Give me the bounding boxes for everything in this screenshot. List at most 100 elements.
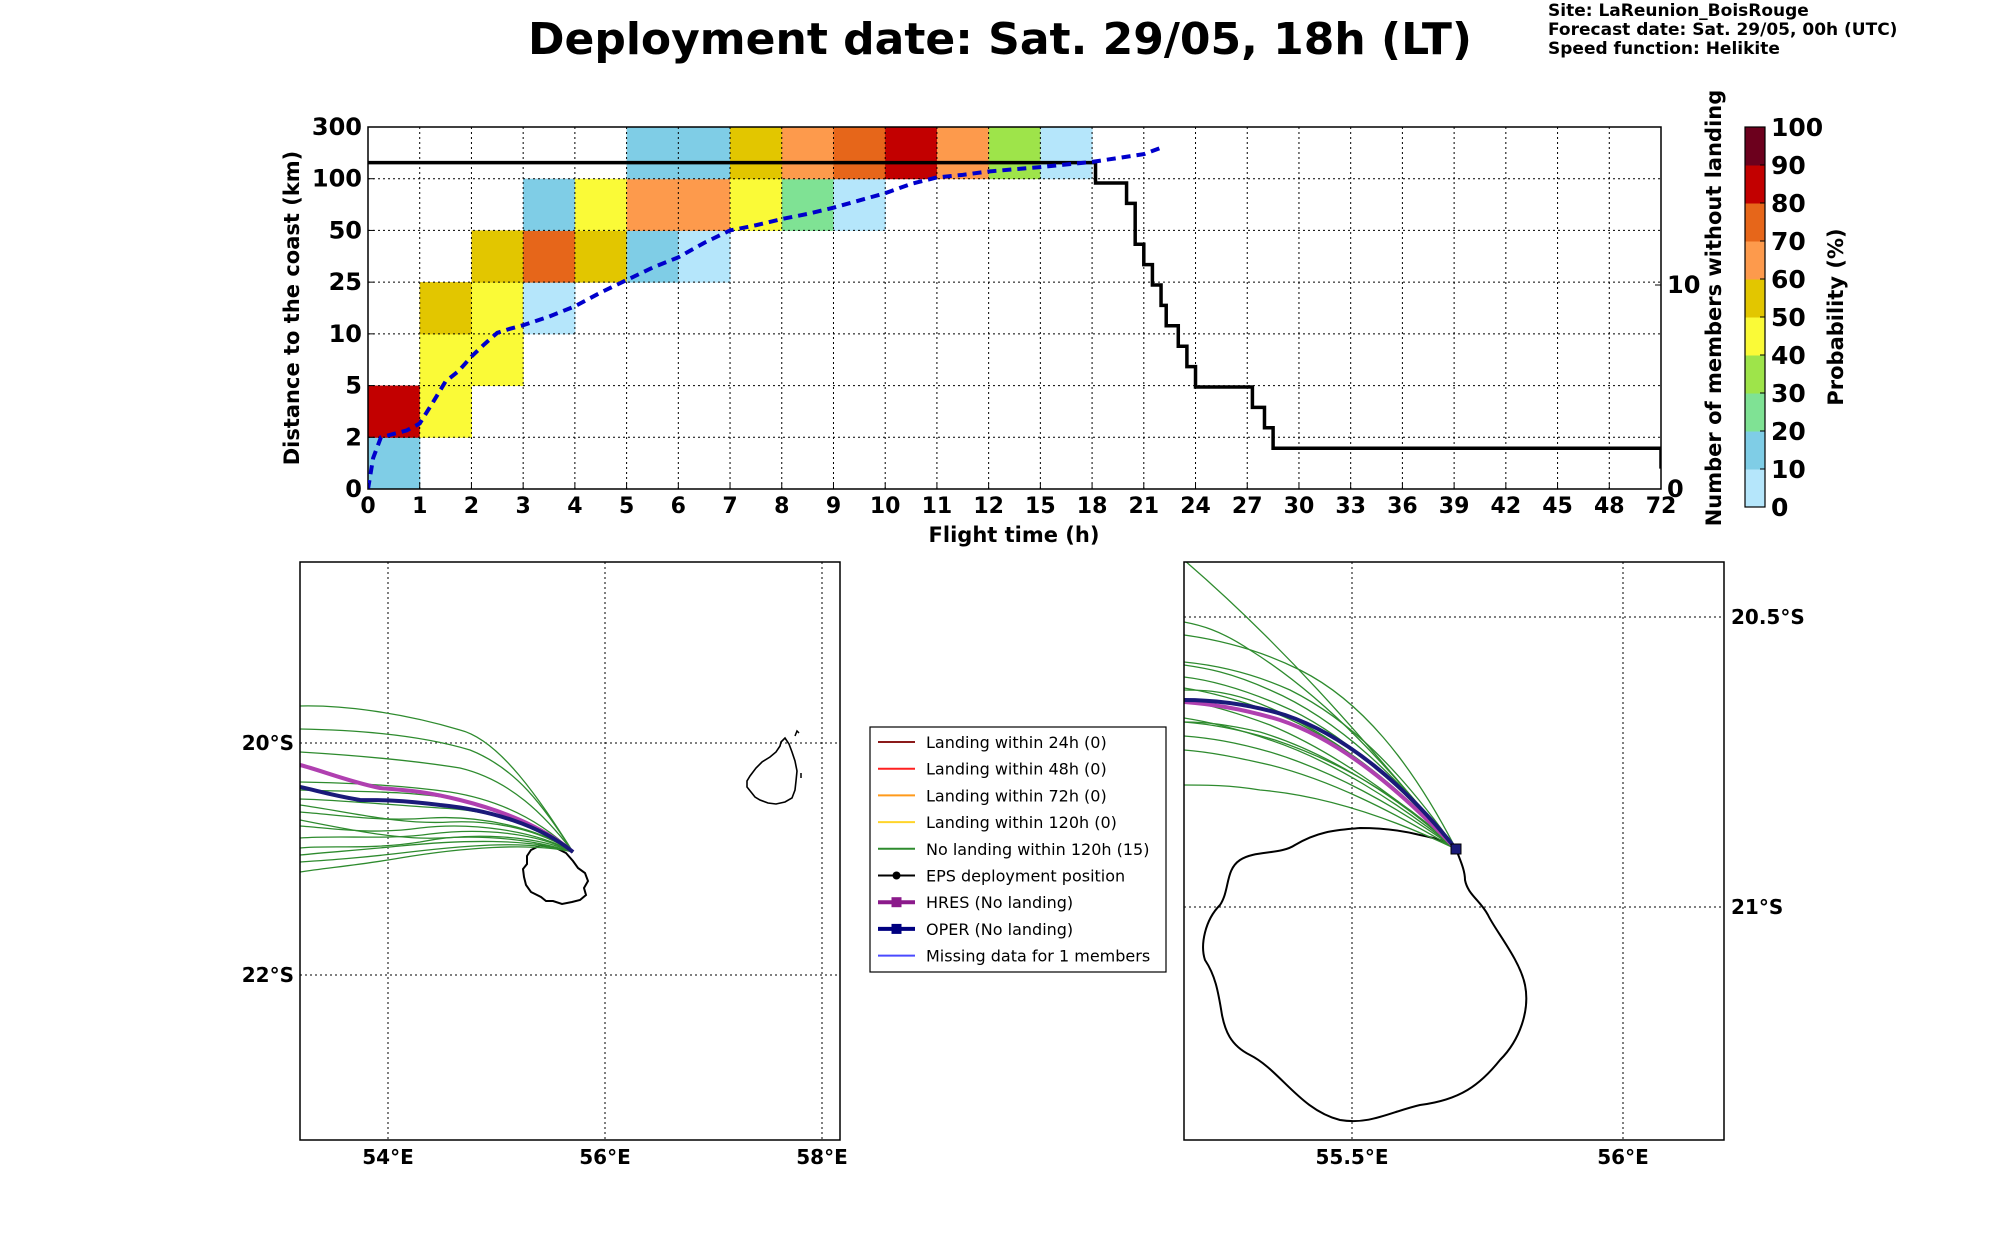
y-tick-label: 100 bbox=[312, 165, 362, 193]
heatmap-cell bbox=[626, 127, 679, 180]
heatmap-cell bbox=[833, 127, 886, 128]
heatmap-cell bbox=[523, 230, 576, 283]
map-left-y-tick: 22°S bbox=[242, 963, 294, 987]
heatmap-cell bbox=[1195, 127, 1248, 128]
heatmap-cell bbox=[471, 230, 524, 283]
reunion-coastline bbox=[521, 843, 590, 906]
heatmap-grid bbox=[368, 127, 1661, 489]
legend-entry: Landing within 120h (0) bbox=[878, 813, 1117, 832]
colorbar: 0 10 20 30 40 50 60 70 80 90 100 Probability (%) bbox=[1744, 113, 1848, 522]
y-tick-label: 25 bbox=[329, 268, 362, 296]
heatmap-cell bbox=[730, 178, 783, 231]
map-left: 54°E 56°E 58°E 20°S 22°S bbox=[242, 561, 848, 1169]
colorbar-swatch bbox=[1745, 431, 1765, 470]
page-title: Deployment date: Sat. 29/05, 18h (LT) bbox=[527, 14, 1473, 65]
legend-marker-circle bbox=[892, 871, 901, 880]
map-left-ticks: 54°E 56°E 58°E 20°S 22°S bbox=[242, 731, 848, 1169]
forecast-date-label: Forecast date: Sat. 29/05, 00h (UTC) bbox=[1548, 20, 1898, 40]
x-tick-label: 21 bbox=[1128, 494, 1159, 519]
colorbar-tick-label: 40 bbox=[1771, 341, 1806, 370]
heatmap-cell bbox=[574, 230, 628, 283]
colorbar-tick-label: 20 bbox=[1771, 417, 1806, 446]
legend-entry: Landing within 72h (0) bbox=[878, 786, 1107, 805]
legend-label: No landing within 120h (15) bbox=[926, 840, 1149, 859]
x-tick-label: 4 bbox=[567, 494, 582, 519]
map-right-x-tick: 56°E bbox=[1597, 1145, 1649, 1169]
y-tick-label: 0 bbox=[345, 475, 362, 503]
x-tick-label: 15 bbox=[1025, 494, 1056, 519]
colorbar-tick-label: 50 bbox=[1771, 303, 1806, 332]
map-right-x-tick: 55.5°E bbox=[1315, 1145, 1388, 1169]
legend-marker-square bbox=[891, 923, 902, 934]
legend-entry: No landing within 120h (15) bbox=[878, 840, 1149, 859]
heatmap-cell bbox=[833, 178, 886, 231]
legend-entry: OPER (No landing) bbox=[878, 920, 1073, 939]
x-tick-label: 10 bbox=[870, 494, 901, 519]
y2-axis-label: Number of members without landing bbox=[1702, 90, 1726, 527]
legend-label: EPS deployment position bbox=[926, 867, 1125, 886]
heatmap-cell bbox=[368, 437, 421, 489]
heatmap-cell bbox=[781, 127, 834, 180]
heatmap-cell bbox=[1040, 127, 1093, 180]
heatmap-cell bbox=[936, 127, 990, 180]
colorbar-swatch bbox=[1745, 279, 1765, 318]
x-tick-label: 7 bbox=[722, 494, 737, 519]
heatmap-cell bbox=[419, 282, 472, 335]
map-left-y-tick: 20°S bbox=[242, 731, 294, 755]
map-right-y-tick: 20.5°S bbox=[1731, 605, 1805, 629]
map-right: 55.5°E 56°E 20.5°S 21°S bbox=[1183, 561, 1805, 1169]
colorbar-tick-label: 10 bbox=[1771, 455, 1806, 484]
legend-entry: Landing within 24h (0) bbox=[878, 733, 1107, 752]
x-tick-label: 72 bbox=[1646, 494, 1677, 519]
map-left-x-tick: 54°E bbox=[362, 1145, 414, 1169]
colorbar-swatch bbox=[1745, 317, 1765, 356]
x-tick-label: 36 bbox=[1387, 494, 1418, 519]
heatmap-cell bbox=[471, 282, 524, 335]
heatmap-cell bbox=[1092, 127, 1145, 128]
legend: Landing within 24h (0) Landing within 48h… bbox=[869, 726, 1167, 973]
colorbar-swatch bbox=[1745, 127, 1765, 166]
legend-label: HRES (No landing) bbox=[926, 893, 1073, 912]
x-tick-label: 42 bbox=[1491, 494, 1522, 519]
y-tick-label: 5 bbox=[345, 372, 362, 400]
colorbar-tick-label: 70 bbox=[1771, 227, 1806, 256]
x-tick-label: 9 bbox=[826, 494, 841, 519]
legend-label: Landing within 24h (0) bbox=[926, 733, 1107, 752]
heatmap-cell bbox=[368, 385, 421, 438]
y-tick-label: 2 bbox=[345, 423, 362, 451]
map-left-oper-track bbox=[300, 785, 575, 854]
map-left-x-tick: 56°E bbox=[579, 1145, 631, 1169]
mauritius-coastline bbox=[746, 736, 798, 805]
colorbar-tick-label: 100 bbox=[1771, 113, 1823, 142]
heatmap-cell bbox=[988, 127, 1041, 128]
x-tick-label: 48 bbox=[1594, 494, 1625, 519]
heatmap-cell bbox=[626, 178, 679, 231]
members-without-landing-line bbox=[368, 160, 1661, 469]
y-tick-label: 300 bbox=[312, 113, 362, 141]
info-block: Site: LaReunion_BoisRouge Forecast date:… bbox=[1548, 2, 1897, 59]
colorbar-swatch bbox=[1745, 393, 1765, 432]
legend-entry: EPS deployment position bbox=[878, 867, 1125, 886]
colorbar-swatch bbox=[1745, 469, 1765, 508]
map-left-hres-track bbox=[300, 763, 575, 854]
heatmap-cell bbox=[678, 127, 731, 180]
map-right-oper-track bbox=[1184, 698, 1458, 851]
legend-entry: Missing data for 1 members bbox=[878, 947, 1150, 966]
legend-entry: HRES (No landing) bbox=[878, 893, 1073, 912]
heatmap-cell bbox=[574, 178, 628, 231]
site-label: Site: LaReunion_BoisRouge bbox=[1548, 1, 1809, 21]
heatmap-cell bbox=[730, 127, 783, 180]
map-left-trajectories bbox=[300, 705, 574, 873]
heatmap-cell bbox=[1040, 127, 1093, 128]
legend-label: Missing data for 1 members bbox=[926, 947, 1150, 966]
x-tick-label: 1 bbox=[412, 494, 427, 519]
legend-label: OPER (No landing) bbox=[926, 920, 1073, 939]
heatmap-cell bbox=[833, 127, 886, 180]
x-tick-label: 45 bbox=[1542, 494, 1573, 519]
heatmap-cell bbox=[885, 127, 938, 180]
colorbar-swatch bbox=[1745, 355, 1765, 394]
x-tick-label: 0 bbox=[360, 494, 375, 519]
x-axis-label: Flight time (h) bbox=[929, 523, 1100, 547]
colorbar-swatch bbox=[1745, 165, 1765, 204]
